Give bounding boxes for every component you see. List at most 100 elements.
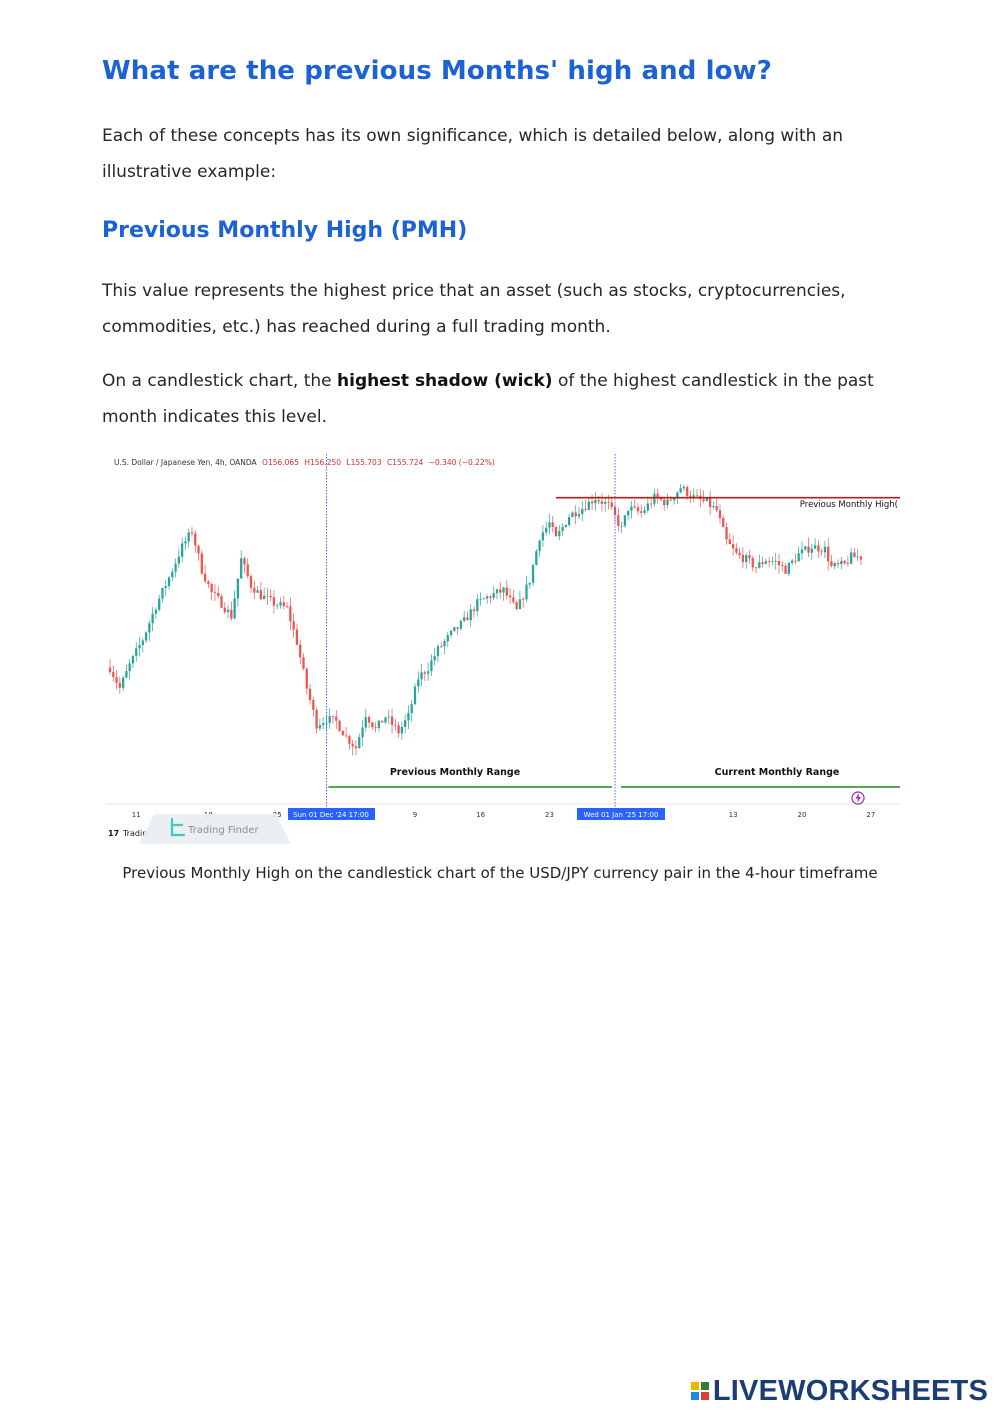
candle-body	[269, 595, 272, 598]
candle-body	[358, 737, 361, 749]
candle-body	[777, 560, 781, 565]
candle-body	[810, 548, 813, 553]
candle-body	[663, 499, 666, 506]
candle-body	[748, 555, 751, 559]
candle-body	[722, 518, 725, 528]
trading-finder-watermark: Trading Finder	[139, 814, 291, 844]
candle-body	[754, 567, 758, 569]
trading-finder-logo-icon	[170, 817, 186, 837]
candle-body	[512, 597, 515, 603]
candle-body	[545, 527, 548, 533]
candle-body	[790, 560, 794, 563]
candle-body	[745, 555, 748, 563]
date-marker-2: Wed 01 Jan '25 17:00	[577, 808, 665, 820]
overlay-group	[106, 454, 900, 808]
candle-body	[840, 560, 843, 565]
candle-body	[820, 551, 823, 553]
candle-body	[823, 546, 827, 553]
candle-body	[558, 531, 561, 537]
candle-body	[600, 501, 604, 504]
candle-body	[230, 609, 233, 619]
candle-body	[853, 552, 856, 558]
candle-body	[508, 595, 512, 598]
candle-body	[804, 546, 807, 550]
candle-body	[282, 602, 285, 607]
candle-body	[115, 677, 118, 683]
candle-body	[830, 561, 833, 567]
candle-body	[128, 663, 131, 671]
candle-body	[463, 617, 466, 621]
candle-body	[181, 543, 184, 557]
candle-body	[482, 598, 486, 600]
candle-body	[502, 587, 505, 593]
date-marker-1: Sun 01 Dec '24 17:00	[288, 808, 375, 820]
candle-body	[505, 587, 508, 596]
candle-body	[167, 577, 171, 587]
candle-body	[672, 498, 676, 501]
candle-body	[453, 627, 456, 631]
ohlc-open: O156.065	[262, 458, 299, 467]
candle-body	[781, 564, 784, 566]
candle-body	[449, 630, 453, 636]
candle-body	[774, 560, 777, 562]
candle-body	[499, 589, 502, 593]
candle-body	[617, 515, 620, 526]
candle-body	[669, 499, 672, 501]
candle-body	[121, 677, 125, 688]
candle-body	[522, 599, 525, 601]
candles-group	[108, 484, 863, 756]
candle-body	[361, 727, 364, 738]
candle-body	[213, 592, 217, 593]
candle-body	[686, 486, 689, 496]
candle-body	[610, 502, 613, 507]
candle-body	[784, 565, 787, 574]
candle-body	[433, 656, 436, 661]
candle-body	[833, 563, 836, 567]
x-tick-label: 27	[866, 811, 875, 819]
candle-body	[859, 556, 863, 560]
ohlc-close: C155.724	[387, 458, 423, 467]
candle-body	[404, 720, 407, 727]
candle-body	[850, 552, 853, 564]
x-tick-label: 9	[413, 811, 417, 819]
tv-logo-icon: 17	[108, 829, 119, 838]
candle-body	[489, 596, 492, 598]
candle-body	[262, 595, 266, 600]
candle-body	[384, 717, 387, 723]
candle-body	[827, 546, 830, 562]
candle-body	[233, 598, 236, 619]
candle-body	[318, 725, 322, 729]
pmh-wick-text-pre: On a candlestick chart, the	[102, 371, 338, 391]
candle-body	[276, 605, 279, 607]
candle-body	[328, 716, 331, 723]
figure-caption: Previous Monthly High on the candlestick…	[122, 864, 878, 882]
candle-body	[305, 668, 308, 689]
candle-body	[322, 723, 325, 726]
candle-body	[541, 532, 545, 541]
candle-body	[302, 657, 305, 669]
pmh-definition-paragraph: This value represents the highest price …	[102, 281, 846, 337]
candle-body	[594, 499, 597, 504]
candle-body	[256, 590, 259, 593]
candle-body	[394, 724, 397, 726]
candle-body	[567, 517, 571, 525]
watermark-bg	[139, 814, 291, 844]
candle-body	[485, 596, 489, 599]
candle-body	[538, 540, 541, 552]
candle-body	[344, 735, 348, 737]
candle-body	[633, 506, 636, 508]
pmh-line-label: Previous Monthly High(	[800, 500, 898, 510]
candle-body	[456, 627, 459, 629]
candle-body	[410, 704, 413, 714]
candle-body	[308, 688, 312, 701]
watermark-text: Trading Finder	[187, 825, 260, 836]
candle-body	[518, 599, 522, 610]
candle-body	[249, 576, 253, 588]
pmh-wick-paragraph: On a candlestick chart, the highest shad…	[102, 363, 902, 435]
current-range-label: Current Monthly Range	[715, 767, 840, 778]
candle-body	[348, 736, 351, 744]
candle-body	[630, 506, 633, 511]
candle-body	[118, 682, 121, 688]
date-marker-1-text: Sun 01 Dec '24 17:00	[293, 811, 369, 819]
candle-body	[243, 558, 246, 565]
